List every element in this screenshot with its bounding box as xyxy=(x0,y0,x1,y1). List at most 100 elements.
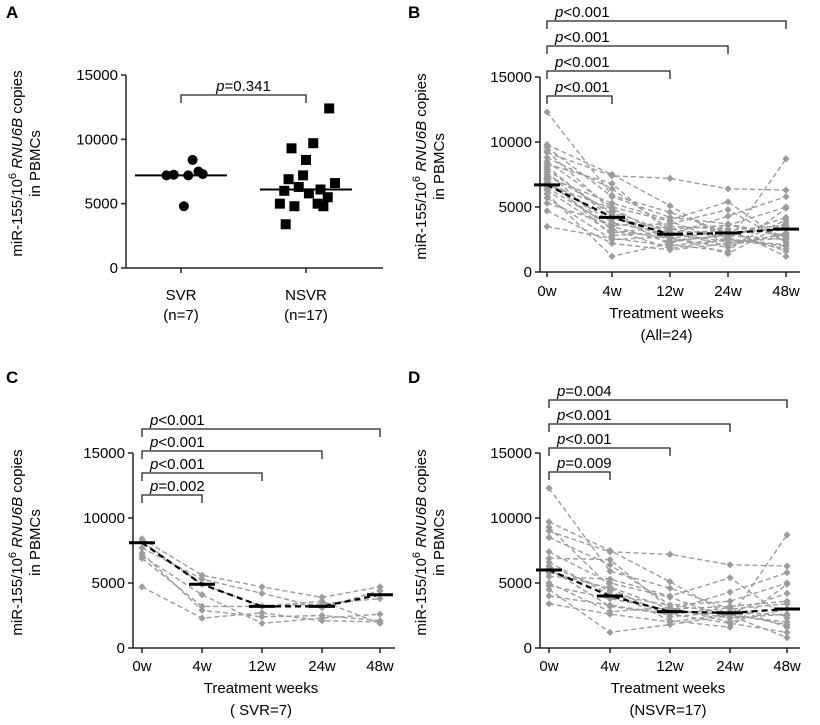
data-point xyxy=(289,201,300,212)
series-line xyxy=(546,193,787,258)
series-line xyxy=(141,547,381,609)
data-point xyxy=(724,185,732,193)
series-line xyxy=(546,111,787,234)
x-tick-label: 12w xyxy=(656,283,684,300)
data-point xyxy=(606,610,614,618)
data-point xyxy=(608,172,616,180)
comparison-bracket xyxy=(141,428,381,437)
data-point xyxy=(726,561,734,569)
data-point xyxy=(608,221,616,229)
data-point xyxy=(783,562,791,570)
data-point xyxy=(666,592,674,600)
data-point xyxy=(274,198,285,209)
data-point xyxy=(543,143,551,151)
x-axis-subtitle: (NSVR=17) xyxy=(629,702,706,719)
data-point xyxy=(608,229,616,237)
panel-a: A 0 5000 10000 15000 miR-155/106 RNU6B copies… xyxy=(6,3,383,324)
data-point xyxy=(782,204,790,212)
panel-letter: B xyxy=(408,3,420,22)
comparison-bracket xyxy=(546,20,787,29)
y-tick-label: 5000 xyxy=(85,196,118,213)
data-point xyxy=(666,216,674,224)
y-tick-label: 5000 xyxy=(499,199,532,216)
x-tick-label: 48w xyxy=(772,283,800,300)
data-point xyxy=(258,609,266,617)
x-axis-subtitle: (All=24) xyxy=(640,327,692,344)
x-axis-title: Treatment weeks xyxy=(204,680,319,697)
data-point xyxy=(312,198,323,209)
comparison-label: p<0.001 xyxy=(554,54,610,71)
data-point xyxy=(606,548,614,556)
x-tick-label: 12w xyxy=(656,658,684,675)
data-point xyxy=(138,554,146,562)
data-point xyxy=(606,601,614,609)
x-tick-label: 24w xyxy=(716,658,744,675)
category-label: NSVR xyxy=(285,287,327,304)
x-axis-title: Treatment weeks xyxy=(611,680,726,697)
data-point xyxy=(606,556,614,564)
series-line xyxy=(546,156,787,230)
data-point xyxy=(318,593,326,601)
data-point xyxy=(724,221,732,229)
data-point xyxy=(376,583,384,591)
comparison-label: p=0.341 xyxy=(215,78,271,95)
x-tick-label: 24w xyxy=(714,283,742,300)
data-point xyxy=(198,575,206,583)
data-point xyxy=(666,220,674,228)
data-point xyxy=(197,169,208,180)
data-point xyxy=(286,143,297,154)
data-point xyxy=(783,614,791,622)
y-axis-title: miR-155/106 RNU6B copies xyxy=(7,449,26,635)
comparison-bracket xyxy=(180,94,307,103)
series-line xyxy=(548,526,788,619)
data-point xyxy=(666,550,674,558)
data-point xyxy=(543,194,551,202)
data-point xyxy=(783,621,791,629)
data-point xyxy=(782,238,790,246)
comparison-bracket xyxy=(548,447,671,456)
data-point xyxy=(283,174,294,185)
data-point xyxy=(608,234,616,242)
data-point xyxy=(318,201,329,212)
data-point xyxy=(608,185,616,193)
data-point xyxy=(606,575,614,583)
comparison-label: p=0.009 xyxy=(556,455,612,472)
data-point xyxy=(782,245,790,253)
data-point xyxy=(543,222,551,231)
y-tick-label: 15000 xyxy=(76,67,118,84)
y-axis-title-line2: in PBMCs xyxy=(431,133,448,200)
comparison-label: p=0.002 xyxy=(149,478,205,495)
data-point xyxy=(782,193,790,201)
data-point xyxy=(318,597,326,605)
comparison-bracket xyxy=(141,494,203,503)
y-axis-title: miR-155/106 RNU6B copies xyxy=(7,70,26,256)
data-point xyxy=(726,604,734,612)
data-point xyxy=(724,225,732,233)
data-point xyxy=(543,207,551,215)
data-point xyxy=(782,252,790,260)
data-point xyxy=(293,181,304,192)
data-point xyxy=(782,186,790,194)
y-tick-label: 0 xyxy=(524,264,532,281)
data-point xyxy=(545,592,553,600)
y-tick-label: 10000 xyxy=(83,510,125,527)
data-point xyxy=(783,531,791,539)
median-trend-line xyxy=(548,568,788,615)
y-axis-title-line2: in PBMCs xyxy=(27,130,44,197)
series-line xyxy=(548,487,788,610)
data-point xyxy=(545,572,553,581)
data-point xyxy=(543,154,551,162)
data-point xyxy=(666,584,674,592)
data-point xyxy=(606,561,614,569)
data-point xyxy=(606,567,614,575)
data-point xyxy=(198,591,206,599)
data-point xyxy=(198,606,206,614)
data-point xyxy=(783,597,791,605)
comparison-bracket xyxy=(546,95,613,104)
y-tick-label: 0 xyxy=(117,640,125,657)
data-point xyxy=(608,199,616,207)
data-point xyxy=(298,170,309,181)
data-point xyxy=(376,595,384,603)
x-tick-label: 0w xyxy=(537,283,556,300)
